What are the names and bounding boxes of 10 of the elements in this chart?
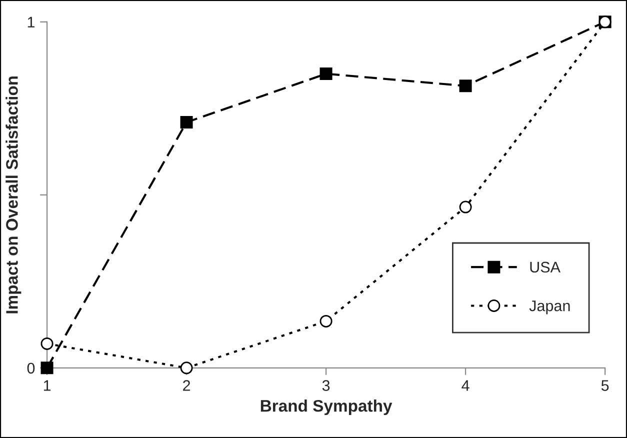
legend-label: USA bbox=[530, 262, 560, 273]
x-axis-title: Brand Sympathy bbox=[260, 400, 392, 416]
x-tick-label: 5 bbox=[601, 380, 609, 391]
x-tick-label: 2 bbox=[183, 380, 190, 391]
x-tick-label: 4 bbox=[462, 380, 470, 391]
y-tick-label: 0 bbox=[27, 362, 35, 374]
legend-label: Japan bbox=[529, 300, 570, 314]
y-axis-title: Impact on Overall Satisfaction bbox=[6, 76, 22, 314]
x-tick-label: 3 bbox=[322, 380, 330, 391]
x-tick-label: 1 bbox=[44, 380, 51, 391]
